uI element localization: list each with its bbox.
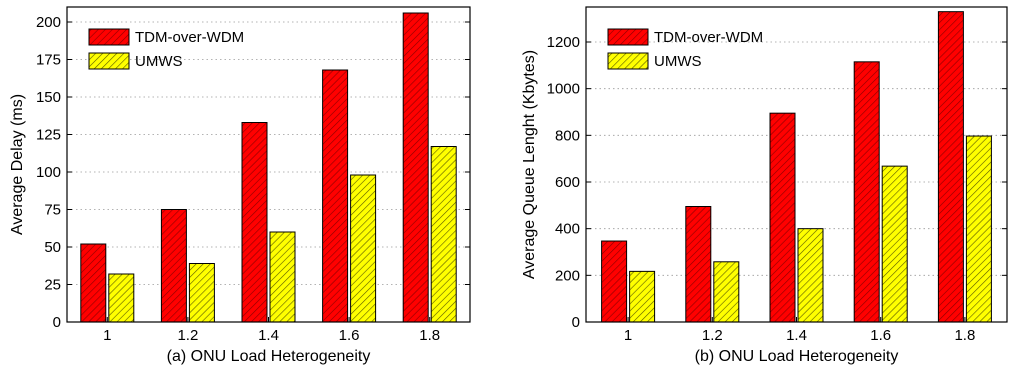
y-tick-label: 0 (53, 314, 61, 331)
x-axis-label: (b) ONU Load Heterogeneity (695, 348, 899, 365)
y-tick-label: 600 (555, 174, 580, 191)
x-tick-label: 1.4 (258, 327, 279, 344)
bar-umws-2 (797, 228, 824, 323)
bar-umws-4 (965, 135, 992, 323)
y-tick-label: 150 (36, 89, 61, 106)
y-tick-label: 175 (36, 52, 61, 69)
bar-tdm-over-wdm-2 (241, 122, 268, 323)
y-tick-label: 1000 (547, 81, 580, 98)
x-tick-label: 1.6 (870, 327, 891, 344)
bar-tdm-over-wdm-1 (685, 206, 712, 323)
bar-tdm-over-wdm-4 (402, 12, 429, 323)
y-tick-label: 400 (555, 221, 580, 238)
y-tick-label: 1200 (547, 34, 580, 51)
bar-tdm-over-wdm-2 (769, 112, 796, 323)
bar-umws-4 (430, 146, 457, 323)
legend-swatch-umws (607, 52, 649, 70)
x-tick-label: 1.2 (702, 327, 723, 344)
bar-umws-3 (881, 165, 908, 323)
y-tick-label: 0 (572, 314, 580, 331)
bar-umws-1 (713, 261, 740, 323)
x-tick-label: 1 (624, 327, 632, 344)
legend-label-tdm-over-wdm: TDM-over-WDM (654, 29, 763, 46)
legend-swatch-tdm-over-wdm (88, 28, 130, 46)
x-tick-label: 1 (103, 327, 111, 344)
bar-umws-1 (188, 263, 215, 323)
bar-tdm-over-wdm-3 (853, 61, 880, 323)
bar-tdm-over-wdm-3 (322, 69, 349, 323)
y-tick-label: 200 (36, 14, 61, 31)
bar-tdm-over-wdm-4 (937, 11, 964, 323)
x-tick-label: 1.4 (786, 327, 807, 344)
legend-label-umws: UMWS (135, 53, 183, 70)
legend-label-umws: UMWS (654, 53, 702, 70)
x-tick-label: 1.6 (339, 327, 360, 344)
bar-umws-0 (108, 273, 135, 323)
y-axis-label: Average Queue Lenght (Kbytes) (521, 50, 538, 279)
legend-swatch-tdm-over-wdm (607, 28, 649, 46)
y-tick-label: 200 (555, 267, 580, 284)
chart-a-delay: 0 25 50 75 100 125 150 175 200 1 1.2 1.4 1.6 1.8 (a) O… (9, 6, 471, 365)
y-tick-label: 100 (36, 164, 61, 181)
bar-umws-3 (350, 174, 377, 323)
chart-b-queue-length: 0 200 400 600 800 1000 1200 1 1.2 1.4 1.6 1.8 (b) ON… (521, 6, 1008, 365)
y-tick-label: 25 (44, 277, 61, 294)
bar-umws-2 (269, 231, 296, 323)
legend-label-tdm-over-wdm: TDM-over-WDM (135, 29, 244, 46)
legend-swatch-umws (88, 52, 130, 70)
bar-tdm-over-wdm-0 (80, 243, 107, 323)
y-tick-label: 125 (36, 127, 61, 144)
y-tick-label: 800 (555, 127, 580, 144)
x-tick-label: 1.8 (419, 327, 440, 344)
bar-tdm-over-wdm-1 (160, 209, 187, 323)
y-axis-label: Average Delay (ms) (9, 94, 26, 235)
y-tick-label: 50 (44, 239, 61, 256)
bar-umws-0 (629, 270, 656, 323)
x-tick-label: 1.8 (954, 327, 975, 344)
x-axis-label: (a) ONU Load Heterogeneity (167, 348, 371, 365)
y-tick-label: 75 (44, 202, 61, 219)
bar-tdm-over-wdm-0 (601, 240, 628, 323)
x-tick-label: 1.2 (177, 327, 198, 344)
